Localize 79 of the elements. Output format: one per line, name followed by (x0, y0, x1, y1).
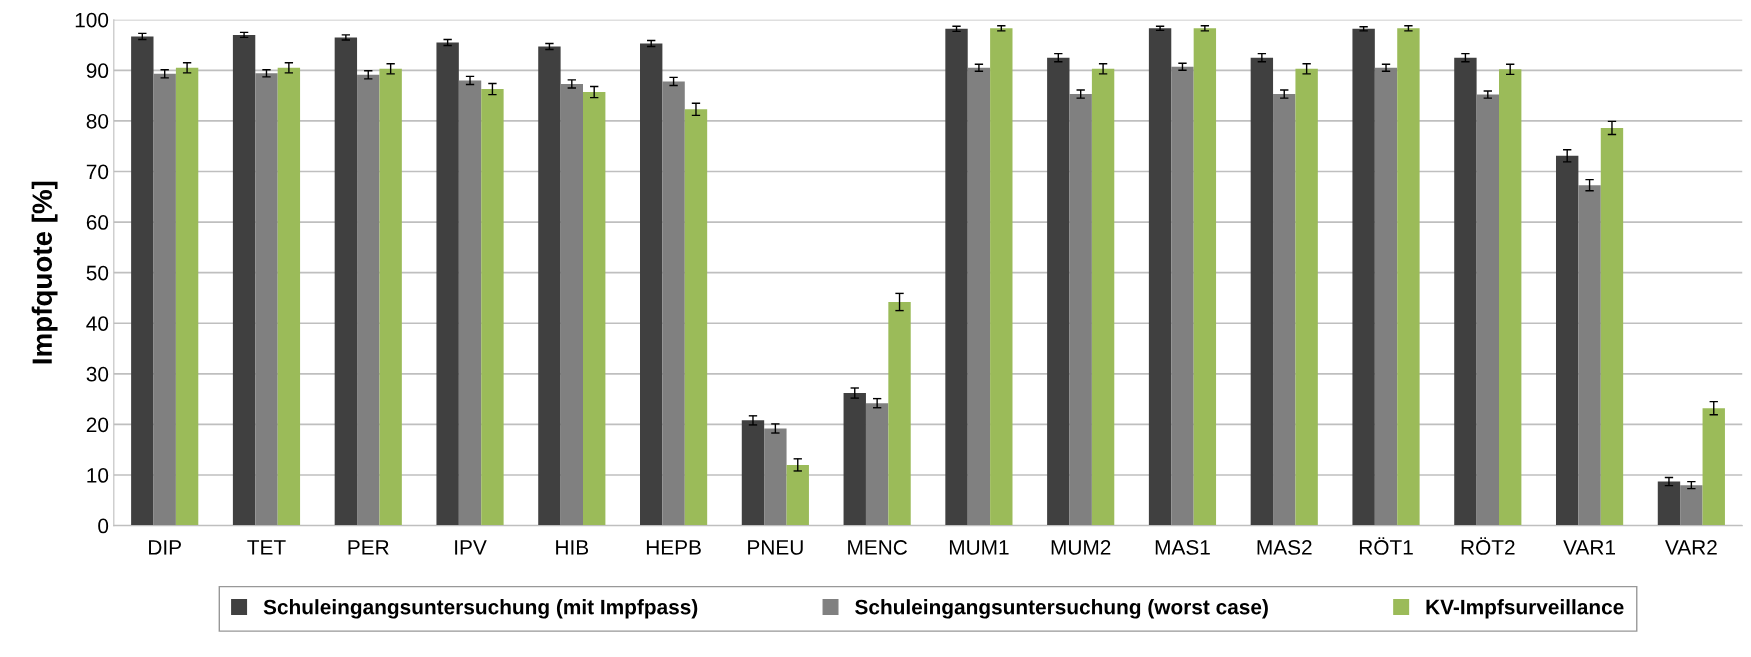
x-tick-label: VAR1 (1563, 540, 1616, 555)
bar (1352, 28, 1375, 526)
y-tick-label: 30 (86, 366, 109, 382)
bar (1454, 57, 1477, 526)
bar (1578, 185, 1601, 526)
bar (357, 74, 380, 526)
bar (764, 428, 787, 526)
bar (1476, 94, 1499, 526)
bar (1600, 127, 1624, 526)
y-tick-label: 70 (86, 164, 109, 180)
x-tick-label: HEPB (646, 540, 701, 555)
bar (1295, 68, 1318, 526)
bar (741, 420, 765, 526)
bar (538, 46, 561, 526)
bar (232, 34, 256, 526)
x-tick-label: MAS2 (1257, 540, 1312, 555)
bar (1250, 57, 1274, 526)
x-tick-label: RÖT2 (1461, 537, 1515, 555)
y-tick-label: 90 (86, 63, 109, 79)
y-axis-title: Impfquote [%] (31, 181, 58, 364)
bar (1555, 155, 1579, 526)
bar (1374, 67, 1398, 526)
x-tick-label: MUM2 (1051, 540, 1111, 555)
y-tick-label: 80 (86, 113, 109, 129)
bar (583, 92, 606, 526)
bar (662, 81, 685, 526)
x-tick-label: RÖT1 (1359, 537, 1413, 555)
bar (1499, 69, 1522, 526)
bar (1680, 485, 1703, 526)
bar (1091, 68, 1115, 526)
x-tick-label: MUM1 (949, 540, 1009, 555)
bar (967, 67, 991, 526)
legend-label: Schuleingangsuntersuchung (worst case) (855, 599, 1268, 619)
bar (843, 393, 866, 526)
x-tick-label: PER (348, 540, 389, 555)
bar (560, 83, 584, 526)
y-tick-label: 0 (98, 518, 109, 534)
bar (684, 109, 708, 526)
legend-label: Schuleingangsuntersuchung (mit Impfpass) (263, 599, 698, 619)
bar (888, 302, 911, 526)
x-tick-label: IPV (455, 540, 487, 555)
bar (1193, 28, 1217, 526)
x-tick-label: MAS1 (1155, 540, 1210, 555)
bar (1397, 28, 1420, 526)
bar (865, 403, 889, 526)
bar (277, 67, 301, 526)
bar (131, 36, 154, 526)
y-tick-label: 60 (86, 215, 109, 230)
bar (1702, 408, 1725, 526)
bar (640, 43, 663, 526)
bar (786, 464, 809, 526)
y-tick-label: 50 (86, 265, 109, 281)
bar (1171, 66, 1194, 526)
y-tick-label: 20 (86, 417, 109, 433)
x-tick-label: MENC (848, 540, 908, 555)
bar (1047, 57, 1070, 526)
bar (334, 37, 358, 526)
y-tick-label: 100 (75, 12, 109, 28)
bar (1273, 94, 1296, 526)
bar (379, 68, 402, 526)
bar (1069, 94, 1092, 526)
bar (458, 80, 482, 526)
x-tick-label: TET (247, 540, 286, 555)
legend-label: KV-Impfsurveillance (1426, 599, 1624, 619)
x-tick-label: DIP (149, 540, 181, 555)
bar (1148, 28, 1172, 526)
y-tick-label: 40 (86, 316, 109, 331)
x-tick-label: HIB (556, 540, 589, 555)
x-tick-label: PNEU (748, 540, 803, 555)
x-tick-label: VAR2 (1665, 540, 1717, 555)
bar (255, 73, 278, 526)
y-tick-label: 10 (87, 468, 109, 483)
bar (153, 73, 176, 526)
bar (436, 42, 459, 526)
bar (481, 89, 504, 526)
bar (1657, 481, 1681, 526)
bar (990, 28, 1013, 526)
bar (945, 28, 968, 526)
bar (175, 67, 199, 526)
